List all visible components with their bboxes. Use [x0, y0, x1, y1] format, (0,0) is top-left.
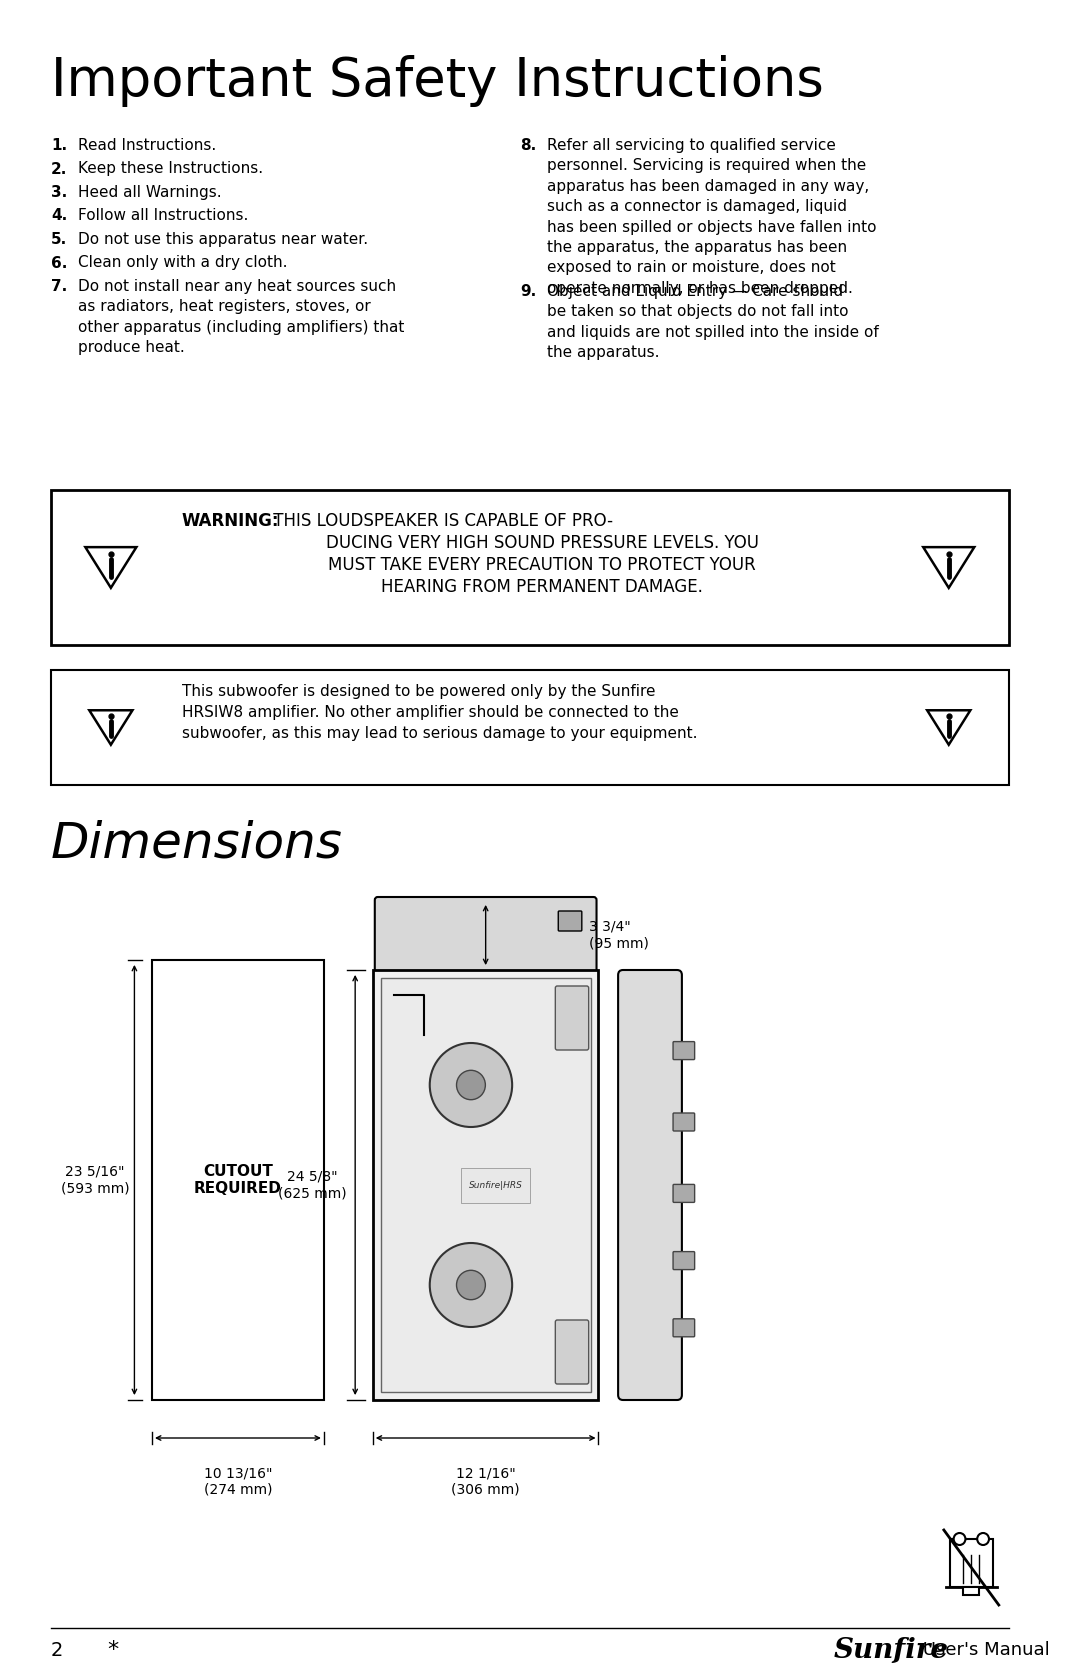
Text: CUTOUT
REQUIRED: CUTOUT REQUIRED — [194, 1163, 282, 1197]
Text: Read Instructions.: Read Instructions. — [79, 139, 217, 154]
FancyBboxPatch shape — [51, 491, 1009, 644]
FancyBboxPatch shape — [618, 970, 681, 1400]
Text: Sunfire: Sunfire — [834, 1637, 949, 1664]
Text: Do not install near any heat sources such
as radiators, heat registers, stoves, : Do not install near any heat sources suc… — [79, 279, 405, 355]
Circle shape — [977, 1534, 989, 1545]
Text: *: * — [107, 1641, 119, 1661]
Text: 1.: 1. — [51, 139, 67, 154]
Text: 24 5/8"
(625 mm): 24 5/8" (625 mm) — [278, 1170, 347, 1200]
Bar — [373, 970, 598, 1400]
Text: Keep these Instructions.: Keep these Instructions. — [79, 162, 264, 177]
Circle shape — [430, 1243, 512, 1327]
FancyBboxPatch shape — [673, 1041, 694, 1060]
Text: THIS LOUDSPEAKER IS CAPABLE OF PRO-: THIS LOUDSPEAKER IS CAPABLE OF PRO- — [268, 512, 612, 531]
FancyBboxPatch shape — [673, 1113, 694, 1132]
Text: Do not use this apparatus near water.: Do not use this apparatus near water. — [79, 232, 368, 247]
FancyBboxPatch shape — [558, 911, 582, 931]
Text: 10 13/16"
(274 mm): 10 13/16" (274 mm) — [204, 1465, 272, 1495]
Text: Refer all servicing to qualified service
personnel. Servicing is required when t: Refer all servicing to qualified service… — [548, 139, 877, 295]
Circle shape — [430, 1043, 512, 1127]
Polygon shape — [927, 711, 970, 744]
Text: Follow all Instructions.: Follow all Instructions. — [79, 209, 248, 224]
Text: This subwoofer is designed to be powered only by the Sunfire
HRSIW8 amplifier. N: This subwoofer is designed to be powered… — [181, 684, 697, 741]
Text: 12 1/16"
(306 mm): 12 1/16" (306 mm) — [451, 1465, 519, 1495]
Text: DUCING VERY HIGH SOUND PRESSURE LEVELS. YOU: DUCING VERY HIGH SOUND PRESSURE LEVELS. … — [325, 534, 758, 552]
Bar — [152, 960, 324, 1400]
FancyBboxPatch shape — [949, 1539, 993, 1587]
FancyBboxPatch shape — [51, 669, 1009, 784]
Text: 6.: 6. — [51, 255, 67, 270]
FancyBboxPatch shape — [555, 1320, 589, 1384]
FancyBboxPatch shape — [963, 1587, 980, 1596]
Text: 7.: 7. — [51, 279, 67, 294]
Text: 9.: 9. — [519, 284, 537, 299]
Polygon shape — [90, 711, 133, 744]
Text: 2.: 2. — [51, 162, 67, 177]
Polygon shape — [923, 547, 974, 587]
Text: 4.: 4. — [51, 209, 67, 224]
Text: 3 3/4"
(95 mm): 3 3/4" (95 mm) — [589, 920, 649, 950]
Text: HEARING FROM PERMANENT DAMAGE.: HEARING FROM PERMANENT DAMAGE. — [381, 577, 703, 596]
Polygon shape — [85, 547, 136, 587]
Text: Clean only with a dry cloth.: Clean only with a dry cloth. — [79, 255, 288, 270]
FancyBboxPatch shape — [673, 1252, 694, 1270]
FancyBboxPatch shape — [461, 1168, 530, 1202]
FancyBboxPatch shape — [555, 986, 589, 1050]
FancyBboxPatch shape — [375, 896, 596, 973]
Text: User's Manual: User's Manual — [917, 1641, 1050, 1659]
Circle shape — [457, 1270, 485, 1300]
Text: 23 5/16"
(593 mm): 23 5/16" (593 mm) — [60, 1165, 130, 1195]
Text: 2: 2 — [51, 1641, 64, 1659]
Text: 5.: 5. — [51, 232, 67, 247]
Text: Dimensions: Dimensions — [51, 819, 342, 868]
Text: 3.: 3. — [51, 185, 67, 200]
Bar — [380, 978, 591, 1392]
FancyBboxPatch shape — [673, 1185, 694, 1202]
Text: Sunfire|HRS: Sunfire|HRS — [469, 1180, 523, 1190]
Text: Important Safety Instructions: Important Safety Instructions — [51, 55, 824, 107]
Text: 8.: 8. — [519, 139, 537, 154]
FancyBboxPatch shape — [673, 1319, 694, 1337]
Circle shape — [954, 1534, 966, 1545]
Text: Heed all Warnings.: Heed all Warnings. — [79, 185, 222, 200]
Text: WARNING:: WARNING: — [181, 512, 279, 531]
Text: Object and Liquid Entry — Care should
be taken so that objects do not fall into
: Object and Liquid Entry — Care should be… — [548, 284, 879, 361]
Circle shape — [457, 1070, 485, 1100]
Text: MUST TAKE EVERY PRECAUTION TO PROTECT YOUR: MUST TAKE EVERY PRECAUTION TO PROTECT YO… — [328, 556, 756, 574]
